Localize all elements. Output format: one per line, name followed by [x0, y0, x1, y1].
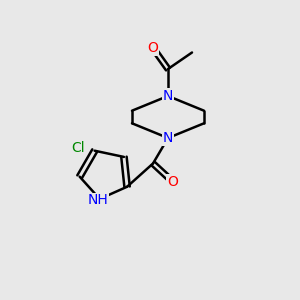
Text: NH: NH: [88, 194, 109, 207]
Text: O: O: [167, 175, 178, 188]
Text: N: N: [163, 131, 173, 145]
Text: N: N: [163, 89, 173, 103]
Text: O: O: [148, 41, 158, 55]
Text: Cl: Cl: [71, 141, 85, 155]
